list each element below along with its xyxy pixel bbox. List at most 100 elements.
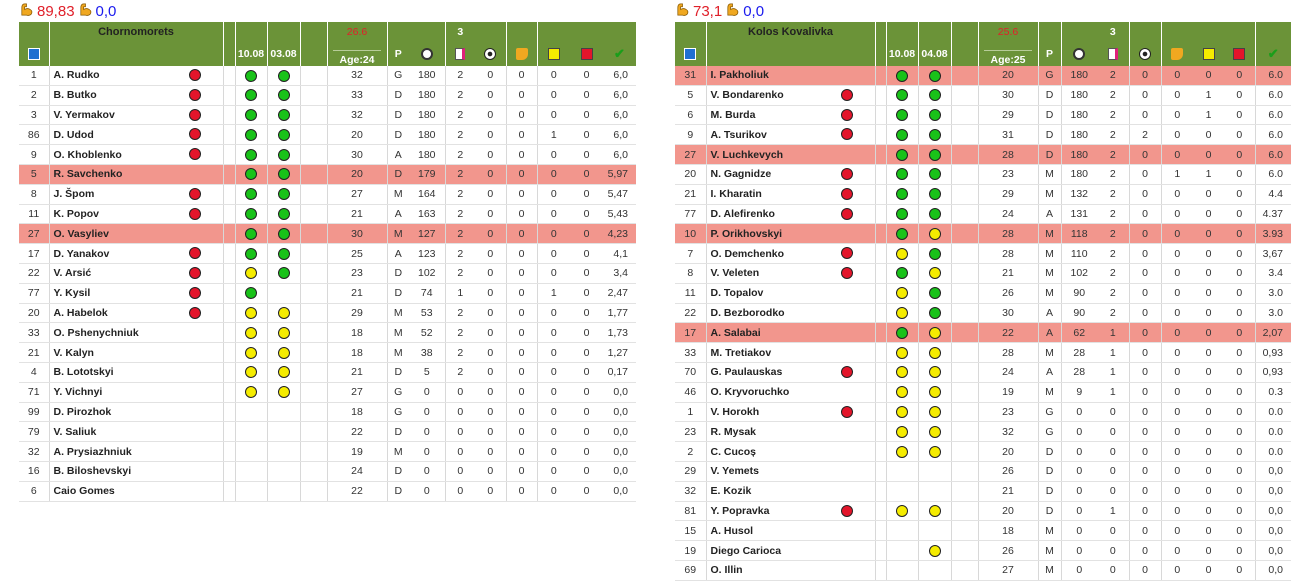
- player-name[interactable]: M. Burda: [710, 108, 756, 121]
- player-row[interactable]: 15 A. Husol 18 M 0 0 0 0 0 0 0,0: [675, 520, 1291, 542]
- player-name[interactable]: R. Savchenko: [53, 168, 123, 181]
- player-name[interactable]: V. Saliuk: [53, 425, 97, 438]
- player-row[interactable]: 2 C. Cucoș 20 D 0 0 0 0 0 0 0.0: [675, 441, 1291, 462]
- player-name[interactable]: Diego Carioca: [710, 544, 782, 557]
- player-row[interactable]: 99 D. Pirozhok 18 G 0 0 0 0 0 0 0,0: [19, 402, 636, 423]
- player-row[interactable]: 4 B. Lototskyi 21 D 5 2 0 0 0 0 0,17: [19, 362, 636, 383]
- player-row[interactable]: 70 G. Paulauskas 24 A 28 1 0 0 0 0 0,93: [675, 362, 1291, 383]
- player-name[interactable]: N. Gagnidze: [710, 168, 772, 181]
- player-name[interactable]: D. Bezborodko: [710, 306, 785, 319]
- player-row[interactable]: 9 O. Khoblenko 30 A 180 2 0 0 0 0 6,0: [19, 144, 636, 165]
- player-row[interactable]: 27 V. Luchkevych 28 D 180 2 0 0 0 0 6.0: [675, 144, 1291, 165]
- player-name[interactable]: I. Pakholiuk: [710, 69, 769, 82]
- squad-icon[interactable]: [27, 48, 40, 61]
- player-name[interactable]: V. Arsić: [53, 267, 92, 280]
- match-date-header[interactable]: 10.08: [888, 48, 916, 60]
- player-name[interactable]: V. Yemets: [710, 465, 759, 478]
- player-name[interactable]: D. Topalov: [710, 287, 764, 300]
- player-name[interactable]: A. Habelok: [53, 306, 108, 319]
- match-date-header[interactable]: 04.08: [921, 48, 948, 60]
- player-name[interactable]: A. Rudko: [53, 69, 100, 82]
- player-row[interactable]: 17 D. Yanakov 25 A 123 2 0 0 0 0 4,1: [19, 243, 636, 264]
- player-name[interactable]: Caio Gomes: [53, 485, 115, 498]
- player-row[interactable]: 11 D. Topalov 26 M 90 2 0 0 0 0 3.0: [675, 283, 1291, 304]
- player-row[interactable]: 3 V. Yermakov 32 D 180 2 0 0 0 0 6,0: [19, 105, 636, 126]
- boot-icon[interactable]: [515, 48, 528, 61]
- red-card-icon[interactable]: [580, 48, 593, 61]
- player-row[interactable]: 22 D. Bezborodko 30 A 90 2 0 0 0 0 3.0: [675, 303, 1291, 324]
- player-name[interactable]: D. Udod: [53, 128, 94, 141]
- red-card-icon[interactable]: [1233, 48, 1246, 61]
- player-name[interactable]: D. Alefirenko: [710, 207, 775, 220]
- appearances-icon[interactable]: [455, 48, 466, 61]
- player-name[interactable]: O. Khoblenko: [53, 148, 122, 161]
- check-icon[interactable]: ✔: [614, 46, 625, 61]
- player-row[interactable]: 77 Y. Kysil 21 D 74 1 0 0 1 0 2,47: [19, 283, 636, 304]
- player-name[interactable]: Y. Popravka: [710, 504, 770, 517]
- player-row[interactable]: 6 Caio Gomes 22 D 0 0 0 0 0 0 0,0: [19, 481, 636, 502]
- player-name[interactable]: R. Mysak: [710, 425, 757, 438]
- player-row[interactable]: 11 K. Popov 21 A 163 2 0 0 0 0 5,43: [19, 204, 636, 225]
- player-row[interactable]: 81 Y. Popravka 20 D 0 1 0 0 0 0 0,0: [675, 501, 1291, 522]
- yellow-card-icon[interactable]: [547, 48, 560, 61]
- player-row[interactable]: 16 B. Biloshevskyi 24 D 0 0 0 0 0 0 0,0: [19, 461, 636, 482]
- player-row[interactable]: 20 A. Habelok 29 M 53 2 0 0 0 0 1,77: [19, 303, 636, 324]
- player-name[interactable]: D. Yanakov: [53, 247, 110, 260]
- player-row[interactable]: 23 R. Mysak 32 G 0 0 0 0 0 0 0.0: [675, 421, 1291, 443]
- player-name[interactable]: A. Tsurikov: [710, 128, 767, 141]
- player-name[interactable]: K. Popov: [53, 207, 100, 220]
- player-name[interactable]: B. Biloshevskyi: [53, 465, 132, 478]
- player-row[interactable]: 6 M. Burda 29 D 180 2 0 0 1 0 6.0: [675, 105, 1291, 126]
- player-row[interactable]: 7 O. Demchenko 28 M 110 2 0 0 0 0 3,67: [675, 243, 1291, 264]
- player-name[interactable]: J. Špom: [53, 188, 95, 201]
- player-row[interactable]: 46 O. Kryvoruchko 19 M 9 1 0 0 0 0 0.3: [675, 382, 1291, 403]
- player-name[interactable]: V. Yermakov: [53, 108, 115, 121]
- player-row[interactable]: 77 D. Alefirenko 24 A 131 2 0 0 0 0 4.37: [675, 204, 1291, 225]
- boot-icon[interactable]: [1171, 48, 1184, 61]
- player-name[interactable]: O. Pshenychniuk: [53, 326, 139, 339]
- player-row[interactable]: 86 D. Udod 20 D 180 2 0 0 1 0 6,0: [19, 124, 636, 146]
- player-row[interactable]: 21 V. Kalyn 18 M 38 2 0 0 0 0 1,27: [19, 342, 636, 363]
- player-row[interactable]: 2 B. Butko 33 D 180 2 0 0 0 0 6,0: [19, 85, 636, 106]
- clock-icon[interactable]: [1073, 48, 1086, 61]
- player-name[interactable]: O. Demchenko: [710, 247, 785, 260]
- player-row[interactable]: 21 I. Kharatin 29 M 132 2 0 0 0 0 4.4: [675, 184, 1291, 205]
- player-row[interactable]: 8 J. Špom 27 M 164 2 0 0 0 0 5,47: [19, 184, 636, 205]
- player-row[interactable]: 79 V. Saliuk 22 D 0 0 0 0 0 0 0,0: [19, 421, 636, 443]
- player-name[interactable]: V. Horokh: [710, 405, 760, 418]
- player-name[interactable]: E. Kozik: [710, 485, 752, 498]
- player-name[interactable]: A. Husol: [710, 524, 754, 537]
- player-row[interactable]: 10 P. Orikhovskyi 28 M 118 2 0 0 0 0 3.93: [675, 223, 1291, 245]
- player-row[interactable]: 1 A. Rudko 32 G 180 2 0 0 0 0 6,0: [19, 66, 636, 86]
- player-name[interactable]: B. Lototskyi: [53, 366, 114, 379]
- position-header[interactable]: P: [394, 48, 402, 60]
- player-row[interactable]: 32 A. Prysiazhniuk 19 M 0 0 0 0 0 0 0,0: [19, 441, 636, 462]
- ball-icon[interactable]: [484, 48, 497, 61]
- ball-icon[interactable]: [1139, 48, 1151, 61]
- player-name[interactable]: O. Kryvoruchko: [710, 386, 790, 399]
- player-name[interactable]: O. Vasyliev: [53, 227, 109, 240]
- player-name[interactable]: V. Luchkevych: [710, 148, 784, 161]
- player-name[interactable]: V. Bondarenko: [710, 89, 784, 102]
- player-row[interactable]: 31 I. Pakholiuk 20 G 180 2 0 0 0 0 6.0: [675, 66, 1291, 86]
- player-row[interactable]: 27 O. Vasyliev 30 M 127 2 0 0 0 0 4,23: [19, 223, 636, 245]
- appearances-icon[interactable]: [1107, 48, 1118, 61]
- player-name[interactable]: D. Pirozhok: [53, 405, 112, 418]
- player-name[interactable]: B. Butko: [53, 89, 97, 102]
- player-name[interactable]: A. Prysiazhniuk: [53, 445, 132, 458]
- player-name[interactable]: Y. Kysil: [53, 287, 91, 300]
- player-name[interactable]: V. Kalyn: [53, 346, 94, 359]
- player-row[interactable]: 1 V. Horokh 23 G 0 0 0 0 0 0 0.0: [675, 402, 1291, 423]
- match-date-header[interactable]: 10.08: [237, 48, 265, 60]
- squad-icon[interactable]: [684, 48, 697, 61]
- player-name[interactable]: G. Paulauskas: [710, 366, 783, 379]
- player-name[interactable]: Y. Vichnyi: [53, 386, 103, 399]
- player-row[interactable]: 8 V. Veleten 21 M 102 2 0 0 0 0 3.4: [675, 263, 1291, 284]
- player-row[interactable]: 22 V. Arsić 23 D 102 2 0 0 0 0 3,4: [19, 263, 636, 284]
- player-name[interactable]: C. Cucoș: [710, 445, 757, 458]
- player-row[interactable]: 17 A. Salabai 22 A 62 1 0 0 0 0 2,07: [675, 322, 1291, 344]
- player-row[interactable]: 71 Y. Vichnyi 27 G 0 0 0 0 0 0 0,0: [19, 382, 636, 403]
- player-name[interactable]: M. Tretiakov: [710, 346, 772, 359]
- player-name[interactable]: I. Kharatin: [710, 188, 762, 201]
- player-name[interactable]: O. Illin: [710, 564, 743, 577]
